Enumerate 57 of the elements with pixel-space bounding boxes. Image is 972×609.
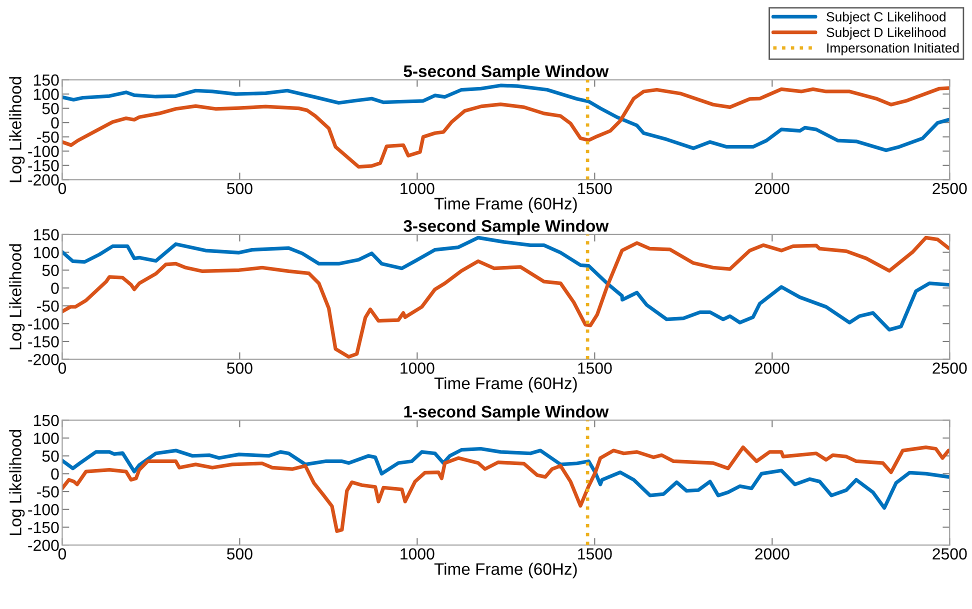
line-series	[62, 84, 950, 152]
y-tick-label: 100	[34, 432, 59, 444]
x-tick-label: 1500	[578, 362, 612, 374]
legend-label: Subject C Likelihood	[826, 12, 946, 24]
y-tick-label: -100	[28, 318, 59, 330]
y-tick-label: 0	[51, 468, 59, 480]
y-tick-label: -150	[28, 336, 59, 348]
x-tick-label: 1000	[400, 362, 434, 374]
x-tick-label: 1000	[400, 182, 434, 194]
x-tick-label: 2000	[755, 548, 790, 560]
line-series	[62, 236, 950, 359]
line-series	[62, 86, 950, 169]
x-tick-label: 500	[227, 182, 252, 194]
x-tick-label: 2500	[932, 548, 967, 560]
y-tick-label: -200	[28, 540, 59, 551]
y-axis-title: Log Likelihood	[9, 244, 25, 350]
y-tick-label: 150	[34, 74, 59, 86]
y-tick-label: 100	[34, 88, 59, 100]
x-tick-label: 2000	[755, 362, 790, 374]
x-axis-title: Time Frame (60Hz)	[434, 197, 577, 213]
legend-label: Subject D Likelihood	[826, 27, 946, 40]
x-tick-label: 1000	[400, 548, 434, 560]
y-tick-label: -200	[28, 354, 59, 366]
y-tick-label: 50	[42, 264, 59, 276]
y-tick-label: -50	[37, 131, 59, 143]
y-tick-label: 100	[34, 246, 59, 258]
x-tick-label: 500	[227, 362, 252, 374]
chart-title: 1-second Sample Window	[404, 405, 609, 421]
legend-label: Impersonation Initiated	[827, 42, 959, 56]
chart-title: 3-second Sample Window	[404, 220, 609, 236]
y-tick-label: 50	[42, 102, 59, 114]
line-series	[62, 446, 950, 510]
line-series	[62, 446, 950, 533]
y-tick-label: 50	[42, 450, 59, 462]
x-axis-title: Time Frame (60Hz)	[434, 562, 577, 578]
y-axis-title: Log Likelihood	[9, 430, 25, 536]
y-tick-label: 0	[51, 282, 59, 294]
x-tick-label: 2000	[755, 182, 790, 194]
y-tick-label: 150	[34, 414, 59, 426]
y-tick-label: 150	[34, 229, 59, 240]
x-tick-label: 500	[227, 548, 252, 560]
x-tick-label: 1500	[578, 548, 612, 560]
y-axis-title: Log Likelihood	[9, 77, 25, 182]
y-tick-label: -50	[37, 486, 59, 498]
x-tick-label: 2500	[932, 362, 967, 374]
x-tick-label: 0	[58, 362, 66, 374]
y-tick-label: -150	[28, 160, 59, 172]
y-tick-label: -200	[28, 174, 59, 186]
y-tick-label: -150	[28, 522, 59, 534]
y-tick-label: -100	[28, 504, 59, 516]
x-tick-label: 2500	[932, 182, 967, 194]
x-axis-title: Time Frame (60Hz)	[434, 376, 577, 393]
x-tick-label: 1500	[578, 182, 612, 194]
y-tick-label: -100	[28, 146, 59, 158]
y-tick-label: -50	[37, 300, 59, 312]
y-tick-label: 0	[51, 117, 59, 129]
chart-title: 5-second Sample Window	[404, 64, 609, 80]
